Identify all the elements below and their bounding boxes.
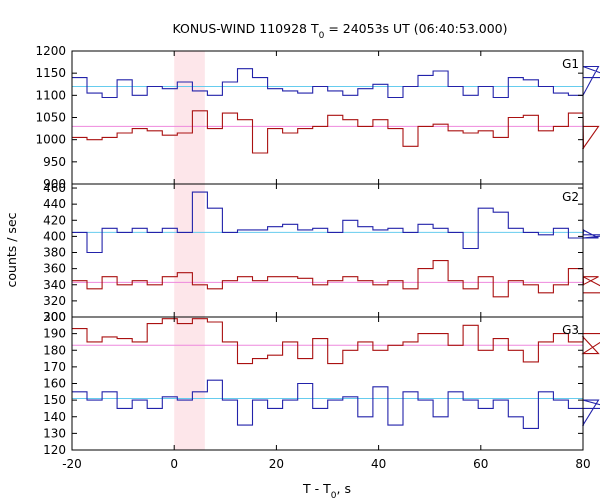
x-tick-label: 40 [371, 457, 386, 471]
y-tick-label: 130 [43, 426, 66, 440]
y-tick-label: 900 [43, 177, 66, 191]
highlight-band [174, 317, 205, 450]
panel-label: G2 [562, 190, 579, 204]
x-tick-label: 80 [575, 457, 590, 471]
y-tick-label: 950 [43, 155, 66, 169]
y-tick-label: 180 [43, 343, 66, 357]
x-tick-label: 60 [473, 457, 488, 471]
y-tick-label: 380 [43, 246, 66, 260]
y-tick-label: 150 [43, 393, 66, 407]
y-tick-label: 1200 [35, 44, 66, 58]
panel-label: G3 [562, 323, 579, 337]
series-step-line [72, 379, 600, 429]
series-step-line [72, 65, 600, 99]
x-tick-labels: -20 0 20 40 60 80 [62, 457, 590, 471]
y-tick-label: 1150 [35, 66, 66, 80]
panel-g2: 300 320 340 360 380 400 420 440 460 G2 [43, 181, 600, 324]
y-tick-label: 400 [43, 229, 66, 243]
y-tick-label: 300 [43, 310, 66, 324]
y-tick-label: 170 [43, 360, 66, 374]
chart-title: KONUS-WIND 110928 T0 = 24053s UT (06:40:… [172, 21, 507, 41]
y-tick-label: 420 [43, 213, 66, 227]
y-tick-label: 440 [43, 197, 66, 211]
y-tick-label: 1100 [35, 88, 66, 102]
y-tick-label: 320 [43, 294, 66, 308]
x-tick-label: -20 [62, 457, 82, 471]
panel-g3: 120 130 140 150 160 170 180 190 200 G3 [43, 310, 600, 457]
panels: 900 950 1000 1050 1100 1150 1200 G1 300 320 340 360… [35, 44, 600, 457]
y-tick-label: 140 [43, 410, 66, 424]
series-step-line [72, 110, 600, 154]
y-tick-label: 460 [43, 181, 66, 195]
y-tick-label: 360 [43, 262, 66, 276]
y-tick-label: 190 [43, 327, 66, 341]
highlight-band [174, 184, 205, 317]
y-axis-label: counts / sec [4, 212, 19, 287]
x-axis-label: T - T0, s [302, 481, 351, 500]
y-tick-label: 120 [43, 443, 66, 457]
y-tick-label: 1000 [35, 133, 66, 147]
series-step-line [72, 191, 600, 254]
x-tick-label: 20 [269, 457, 284, 471]
highlight-band [174, 51, 205, 184]
series-step-line [72, 318, 600, 365]
panel-frame [71, 316, 584, 451]
x-tick-label: 0 [170, 457, 178, 471]
series-step-line [72, 260, 600, 298]
y-tick-label: 160 [43, 377, 66, 391]
y-tick-label: 1050 [35, 111, 66, 125]
y-tick-label: 200 [43, 310, 66, 324]
panel-g1: 900 950 1000 1050 1100 1150 1200 G1 [35, 44, 600, 191]
panel-label: G1 [562, 57, 579, 71]
y-tick-label: 340 [43, 278, 66, 292]
